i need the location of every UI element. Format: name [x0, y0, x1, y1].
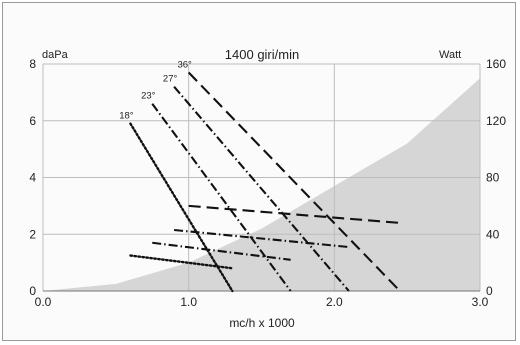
- y-left-tick-label: 4: [29, 171, 36, 185]
- blade-angle-label: 18°: [119, 111, 134, 122]
- x-axis-label: mc/h x 1000: [229, 316, 295, 330]
- power-curve-line: [152, 241, 291, 261]
- x-tick-label: 1.0: [180, 295, 197, 309]
- pressure-curve-line: [187, 71, 401, 292]
- y-right-tick-label: 120: [486, 114, 506, 128]
- shaded-region: [43, 78, 480, 291]
- y-left-tick-label: 8: [29, 57, 36, 71]
- x-tick-label: 0.0: [35, 295, 52, 309]
- y-left-tick-label: 6: [29, 114, 36, 128]
- y-right-tick-label: 0: [486, 284, 493, 298]
- x-tick-label: 2.0: [326, 295, 343, 309]
- blade-angle-label: 36°: [177, 60, 192, 71]
- pressure-curve-line: [173, 86, 350, 292]
- blade-angle-label: 23°: [141, 91, 156, 102]
- power-curve-line: [173, 228, 350, 249]
- pressure-curve-line: [129, 122, 234, 293]
- right-axis-unit: Watt: [439, 49, 461, 61]
- blade-angle-label: 27°: [163, 74, 178, 85]
- x-tick-label: 3.0: [472, 295, 489, 309]
- y-right-tick-label: 40: [486, 227, 500, 241]
- chart-title: 1400 giri/min: [225, 47, 299, 62]
- y-right-tick-label: 160: [486, 57, 506, 71]
- y-right-tick-label: 80: [486, 171, 500, 185]
- y-left-tick-label: 0: [29, 284, 36, 298]
- pressure-curve-line: [151, 103, 292, 292]
- left-axis-unit: daPa: [42, 49, 69, 61]
- y-left-tick-label: 2: [29, 227, 36, 241]
- power-curve-line: [129, 254, 234, 270]
